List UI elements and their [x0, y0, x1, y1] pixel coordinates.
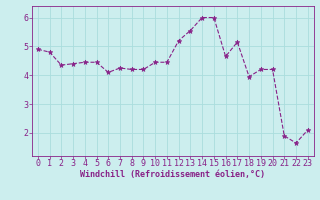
X-axis label: Windchill (Refroidissement éolien,°C): Windchill (Refroidissement éolien,°C) — [80, 170, 265, 179]
